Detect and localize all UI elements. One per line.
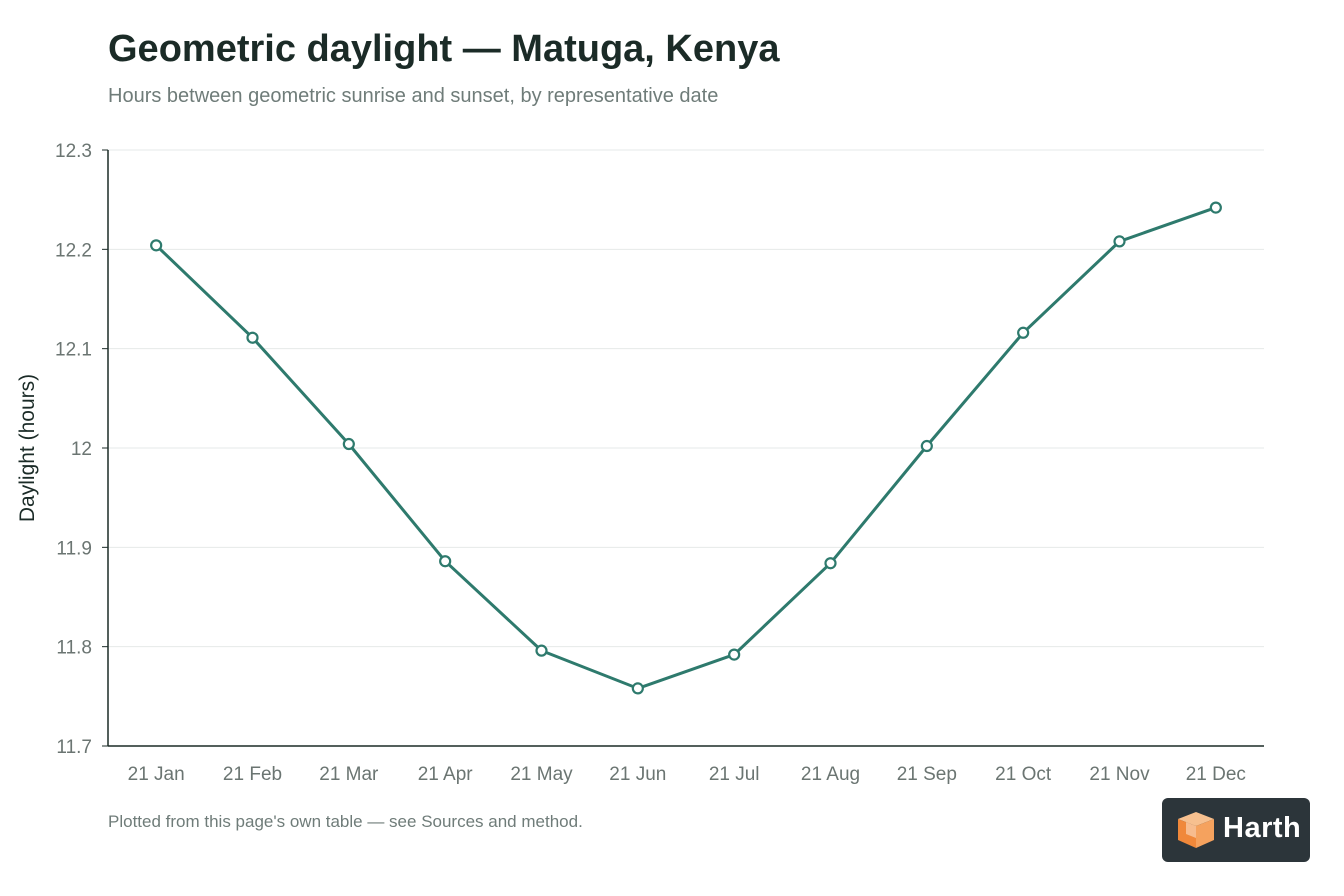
chart-subtitle: Hours between geometric sunrise and suns…: [108, 85, 719, 107]
data-point: [150, 239, 163, 252]
logo-text: Harth: [1223, 812, 1302, 844]
y-tick-label: 11.7: [56, 737, 92, 758]
x-tick-label: 21 Jul: [709, 764, 760, 785]
x-tick-label: 21 Dec: [1186, 764, 1246, 785]
y-tick-label: 11.8: [56, 638, 92, 659]
source-footnote: Plotted from this page's own table — see…: [108, 812, 583, 831]
x-tick-label: 21 Jun: [609, 764, 666, 785]
data-point: [1017, 326, 1030, 339]
data-point: [920, 439, 933, 453]
y-tick-label: 11.9: [56, 538, 92, 559]
data-point: [1113, 235, 1126, 248]
data-point: [728, 648, 741, 661]
data-point: [246, 331, 259, 344]
data-point: [535, 644, 548, 657]
x-tick-label: 21 Nov: [1089, 764, 1150, 785]
y-tick-label: 12.2: [55, 240, 92, 261]
x-tick-label: 21 Mar: [319, 764, 379, 785]
harth-logo[interactable]: Harth: [1162, 798, 1310, 862]
gridlines: [108, 149, 1264, 648]
x-tick-label: 21 Aug: [801, 764, 860, 785]
y-tick-label: 12: [71, 439, 92, 460]
y-axis-label: Daylight (hours): [16, 374, 39, 522]
x-tick-label: 21 Feb: [223, 764, 282, 785]
x-tick-label: 21 May: [510, 764, 573, 785]
data-point: [824, 557, 837, 570]
series-line: [155, 206, 1217, 690]
data-point: [342, 437, 355, 451]
data-point: [1209, 201, 1222, 214]
cube-icon: [1178, 812, 1214, 848]
x-tick-label: 21 Sep: [897, 764, 957, 785]
x-axis-ticks: 21 Jan 21 Feb 21 Mar 21 Apr 21 May 21 Jun 21 J…: [128, 764, 1246, 785]
chart-title: Geometric daylight — Matuga, Kenya: [108, 28, 780, 70]
series-points: [150, 201, 1222, 695]
y-tick-label: 12.3: [55, 141, 92, 162]
y-axis-ticks: 11.7 11.8 11.9 12 12.1 12.2 12.3: [55, 141, 108, 758]
x-tick-label: 21 Jan: [128, 764, 185, 785]
x-tick-label: 21 Oct: [995, 764, 1052, 785]
data-point: [439, 555, 452, 568]
y-tick-label: 12.1: [55, 340, 92, 361]
x-tick-label: 21 Apr: [418, 764, 474, 785]
data-point: [631, 682, 644, 695]
